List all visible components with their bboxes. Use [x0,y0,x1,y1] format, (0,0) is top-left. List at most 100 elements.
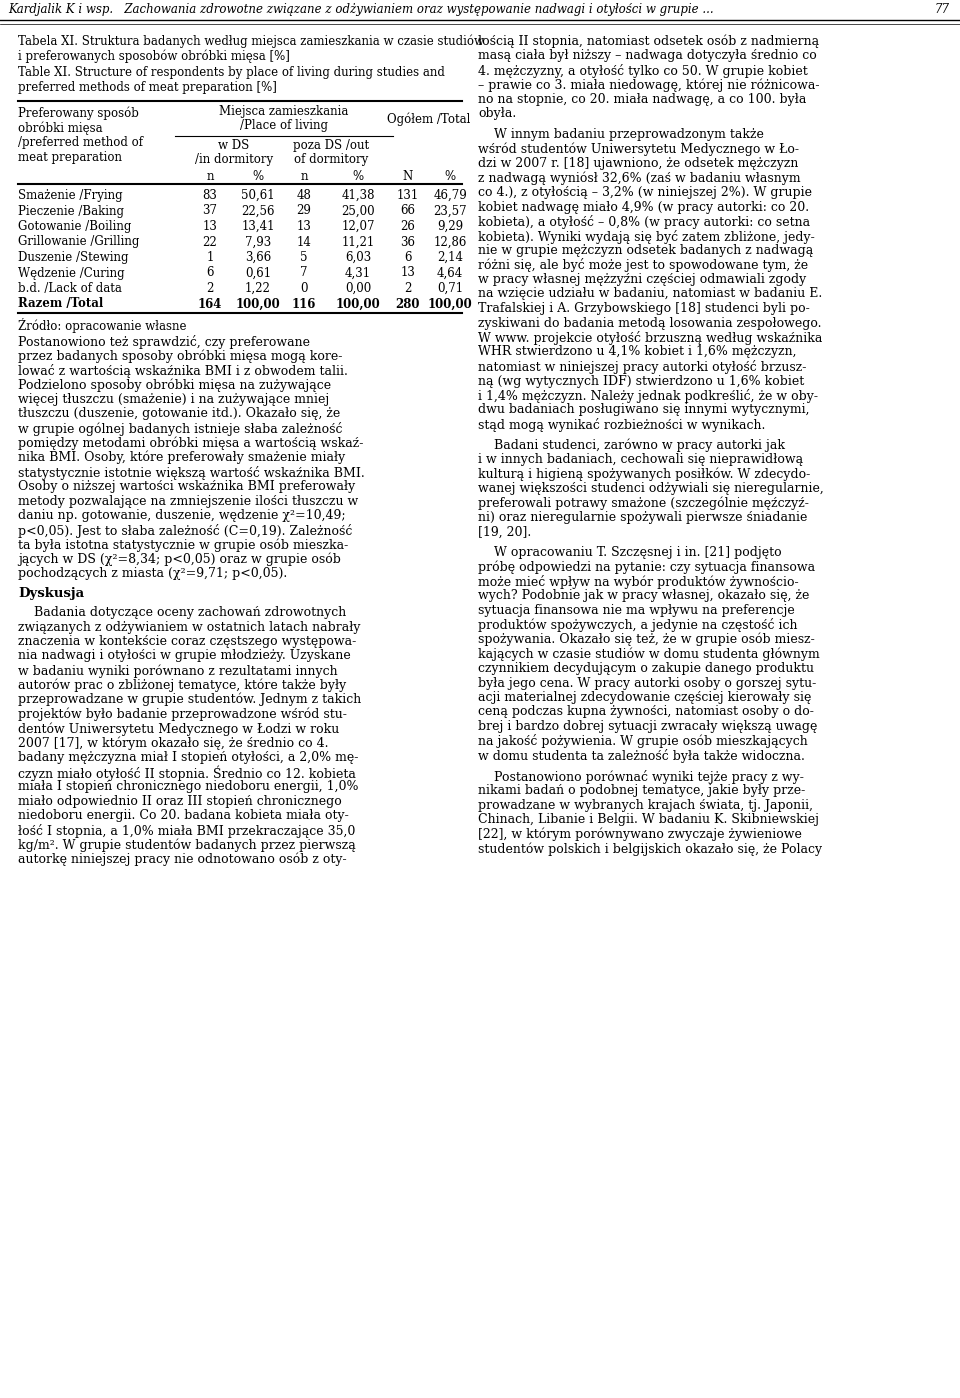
Text: Kardjalik K i wsp.   Zachowania zdrowotne związane z odżywianiem oraz występowan: Kardjalik K i wsp. Zachowania zdrowotne … [8,3,713,15]
Text: of dormitory: of dormitory [294,154,368,166]
Text: %: % [252,171,264,183]
Text: Dyskusja: Dyskusja [18,587,84,601]
Text: prowadzane w wybranych krajach świata, tj. Japonii,: prowadzane w wybranych krajach świata, t… [478,798,813,811]
Text: acji materialnej zdecydowanie częściej kierowały się: acji materialnej zdecydowanie częściej k… [478,691,811,705]
Text: [19, 20].: [19, 20]. [478,526,531,538]
Text: 7,93: 7,93 [245,235,271,249]
Text: niedoboru energii. Co 20. badana kobieta miała oty-: niedoboru energii. Co 20. badana kobieta… [18,809,348,822]
Text: 12,86: 12,86 [433,235,467,249]
Text: dwu badaniach posługiwano się innymi wytycznymi,: dwu badaniach posługiwano się innymi wyt… [478,404,809,417]
Text: /Place of living: /Place of living [240,119,328,133]
Text: więcej tłuszczu (smażenie) i na zużywające mniej: więcej tłuszczu (smażenie) i na zużywają… [18,393,329,405]
Text: Trafalskiej i A. Grzybowskiego [18] studenci byli po-: Trafalskiej i A. Grzybowskiego [18] stud… [478,302,809,315]
Text: 116: 116 [292,298,316,310]
Text: 29: 29 [297,204,311,218]
Text: kobieta). Wyniki wydają się być zatem zbliżone, jedy-: kobieta). Wyniki wydają się być zatem zb… [478,229,815,243]
Text: 66: 66 [400,204,416,218]
Text: czyzn miało otyłość II stopnia. Średnio co 12. kobieta: czyzn miało otyłość II stopnia. Średnio … [18,766,356,781]
Text: Preferowany sposób: Preferowany sposób [18,108,139,120]
Text: 13: 13 [297,219,311,233]
Text: 37: 37 [203,204,218,218]
Text: Miejsca zamieszkania: Miejsca zamieszkania [219,105,348,117]
Text: łością II stopnia, natomiast odsetek osób z nadmierną: łością II stopnia, natomiast odsetek osó… [478,35,819,49]
Text: 1: 1 [206,252,214,264]
Text: związanych z odżywianiem w ostatnich latach nabrały: związanych z odżywianiem w ostatnich lat… [18,621,361,633]
Text: pochodzących z miasta (χ²=9,71; p<0,05).: pochodzących z miasta (χ²=9,71; p<0,05). [18,568,287,580]
Text: Osoby o niższej wartości wskaźnika BMI preferowały: Osoby o niższej wartości wskaźnika BMI p… [18,480,355,493]
Text: studentów polskich i belgijskich okazało się, że Polacy: studentów polskich i belgijskich okazało… [478,842,822,856]
Text: Źródło: opracowanie własne: Źródło: opracowanie własne [18,317,186,333]
Text: w pracy własnej mężzyźni częściej odmawiali zgody: w pracy własnej mężzyźni częściej odmawi… [478,273,806,287]
Text: Gotowanie /Boiling: Gotowanie /Boiling [18,219,132,233]
Text: autorów prac o zbliżonej tematyce, które także były: autorów prac o zbliżonej tematyce, które… [18,678,347,692]
Text: 36: 36 [400,235,416,249]
Text: 0,71: 0,71 [437,282,463,295]
Text: wanej większości studenci odżywiali się nieregularnie,: wanej większości studenci odżywiali się … [478,482,824,495]
Text: poza DS /out: poza DS /out [293,138,369,152]
Text: preferowali potrawy smażone (szczególnie męźczyź-: preferowali potrawy smażone (szczególnie… [478,496,809,510]
Text: kg/m². W grupie studentów badanych przez pierwszą: kg/m². W grupie studentów badanych przez… [18,837,356,851]
Text: n: n [206,171,214,183]
Text: 77: 77 [935,3,950,15]
Text: kobiet nadwagę miało 4,9% (w pracy autorki: co 20.: kobiet nadwagę miało 4,9% (w pracy autor… [478,200,809,214]
Text: spożywania. Okazało się też, że w grupie osób miesz-: spożywania. Okazało się też, że w grupie… [478,633,815,646]
Text: pomiędzy metodami obróbki mięsa a wartością wskaź-: pomiędzy metodami obróbki mięsa a wartoś… [18,436,364,450]
Text: obyła.: obyła. [478,108,516,120]
Text: różni się, ale być może jest to spowodowane tym, że: różni się, ale być może jest to spowodow… [478,259,808,273]
Text: miała I stopień chronicznego niedoboru energii, 1,0%: miała I stopień chronicznego niedoboru e… [18,780,358,793]
Text: Postanowiono też sprawdzić, czy preferowane: Postanowiono też sprawdzić, czy preferow… [18,336,310,350]
Text: – prawie co 3. miała niedowagę, której nie różnicowa-: – prawie co 3. miała niedowagę, której n… [478,78,820,92]
Text: badany mężczyzna miał I stopień otyłości, a 2,0% mę-: badany mężczyzna miał I stopień otyłości… [18,751,358,763]
Text: %: % [444,171,456,183]
Text: nie w grupie mężczyzn odsetek badanych z nadwagą: nie w grupie mężczyzn odsetek badanych z… [478,245,813,257]
Text: 48: 48 [297,189,311,201]
Text: 41,38: 41,38 [341,189,374,201]
Text: W opracowaniu T. Szczęsnej i in. [21] podjęto: W opracowaniu T. Szczęsnej i in. [21] po… [478,547,781,559]
Text: w grupie ogólnej badanych istnieje słaba zależność: w grupie ogólnej badanych istnieje słaba… [18,422,343,436]
Text: 2007 [17], w którym okazało się, że średnio co 4.: 2007 [17], w którym okazało się, że śred… [18,737,328,749]
Text: preferred methods of meat preparation [%]: preferred methods of meat preparation [%… [18,81,276,94]
Text: p<0,05). Jest to słaba zależność (C=0,19). Zależność: p<0,05). Jest to słaba zależność (C=0,19… [18,523,352,537]
Text: 7: 7 [300,267,308,280]
Text: na jakość pożywienia. W grupie osób mieszkających: na jakość pożywienia. W grupie osób mies… [478,734,807,748]
Text: 1,22: 1,22 [245,282,271,295]
Text: czynnikiem decydującym o zakupie danego produktu: czynnikiem decydującym o zakupie danego … [478,663,814,675]
Text: metody pozwalające na zmniejszenie ilości tłuszczu w: metody pozwalające na zmniejszenie ilośc… [18,495,358,507]
Text: ną (wg wytycznych IDF) stwierdzono u 1,6% kobiet: ną (wg wytycznych IDF) stwierdzono u 1,6… [478,375,804,387]
Text: no na stopnie, co 20. miała nadwagę, a co 100. była: no na stopnie, co 20. miała nadwagę, a c… [478,94,806,106]
Text: co 4.), z otyłością – 3,2% (w niniejszej 2%). W grupie: co 4.), z otyłością – 3,2% (w niniejszej… [478,186,812,199]
Text: nia nadwagi i otyłości w grupie młodzieży. Uzyskane: nia nadwagi i otyłości w grupie młodzież… [18,650,350,663]
Text: miało odpowiednio II oraz III stopień chronicznego: miało odpowiednio II oraz III stopień ch… [18,794,342,808]
Text: n: n [300,171,308,183]
Text: 0: 0 [300,282,308,295]
Text: W innym badaniu przeprowadzonym także: W innym badaniu przeprowadzonym także [478,129,764,141]
Text: [22], w którym porównywano zwyczaje żywieniowe: [22], w którym porównywano zwyczaje żywi… [478,828,802,842]
Text: 6: 6 [206,267,214,280]
Text: /in dormitory: /in dormitory [195,154,273,166]
Text: próbę odpowiedzi na pytanie: czy sytuacja finansowa: próbę odpowiedzi na pytanie: czy sytuacj… [478,561,815,575]
Text: 2: 2 [206,282,214,295]
Text: wśród studentów Uniwersytetu Medycznego w Ło-: wśród studentów Uniwersytetu Medycznego … [478,143,799,157]
Text: była jego cena. W pracy autorki osoby o gorszej sytu-: była jego cena. W pracy autorki osoby o … [478,677,816,689]
Text: 14: 14 [297,235,311,249]
Text: 0,00: 0,00 [345,282,372,295]
Text: 0,61: 0,61 [245,267,271,280]
Text: Podzielono sposoby obróbki mięsa na zużywające: Podzielono sposoby obróbki mięsa na zuży… [18,379,331,391]
Text: 9,29: 9,29 [437,219,463,233]
Text: ceną podczas kupna żywności, natomiast osoby o do-: ceną podczas kupna żywności, natomiast o… [478,706,814,719]
Text: kobieta), a otyłość – 0,8% (w pracy autorki: co setna: kobieta), a otyłość – 0,8% (w pracy auto… [478,215,810,229]
Text: nikami badań o podobnej tematyce, jakie były prze-: nikami badań o podobnej tematyce, jakie … [478,784,805,797]
Text: N: N [403,171,413,183]
Text: wych? Podobnie jak w pracy własnej, okazało się, że: wych? Podobnie jak w pracy własnej, okaz… [478,590,809,603]
Text: Chinach, Libanie i Belgii. W badaniu K. Skibniewskiej: Chinach, Libanie i Belgii. W badaniu K. … [478,814,819,826]
Text: 100,00: 100,00 [336,298,380,310]
Text: 100,00: 100,00 [235,298,280,310]
Text: lować z wartością wskaźnika BMI i z obwodem talii.: lować z wartością wskaźnika BMI i z obwo… [18,363,348,377]
Text: 25,00: 25,00 [341,204,374,218]
Text: zyskiwani do badania metodą losowania zespołowego.: zyskiwani do badania metodą losowania ze… [478,316,822,330]
Text: 11,21: 11,21 [342,235,374,249]
Text: Badani studenci, zarówno w pracy autorki jak: Badani studenci, zarówno w pracy autorki… [478,439,785,452]
Text: i w innych badaniach, cechowali się nieprawidłową: i w innych badaniach, cechowali się niep… [478,453,804,466]
Text: 26: 26 [400,219,416,233]
Text: jących w DS (χ²=8,34; p<0,05) oraz w grupie osób: jących w DS (χ²=8,34; p<0,05) oraz w gru… [18,552,341,566]
